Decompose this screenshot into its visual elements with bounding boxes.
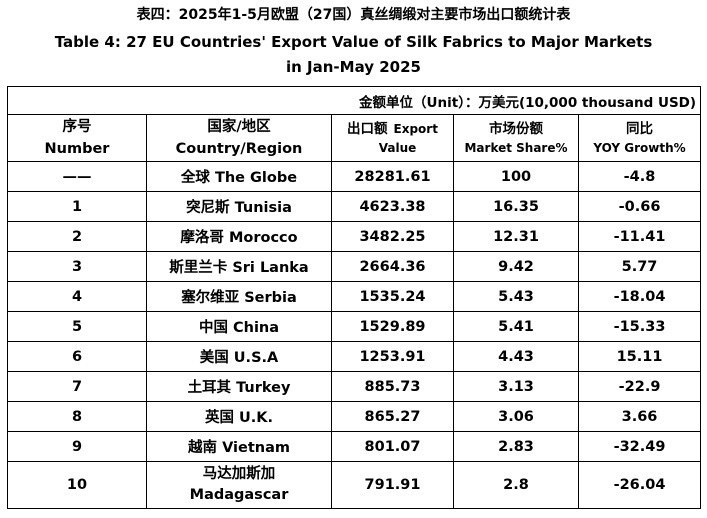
cell-growth: -22.9 [577,371,702,402]
header-number-zh: 序号 [62,119,92,135]
export-table: 金额单位（Unit）：万美元(10,000 thousand USD) 序号 N… [6,86,702,509]
table-row: 6 美国 U.S.A 1253.91 4.43 15.11 [7,341,702,372]
cell-country: 中国 China [146,311,332,342]
cell-growth: 3.66 [577,401,702,432]
cell-growth: -18.04 [577,281,702,312]
cell-number: 7 [7,371,147,402]
cell-share: 3.06 [453,401,579,432]
cell-growth: 5.77 [577,251,702,282]
cell-country-zh: 马达加斯加 [202,466,276,482]
table-row: 1 突尼斯 Tunisia 4623.38 16.35 -0.66 [7,191,702,222]
table-row: 2 摩洛哥 Morocco 3482.25 12.31 -11.41 [7,221,702,252]
cell-export: 865.27 [331,401,454,432]
unit-row: 金额单位（Unit）：万美元(10,000 thousand USD) [6,86,702,115]
cell-export: 4623.38 [331,191,454,222]
cell-export: 3482.25 [331,221,454,252]
header-growth-zh: 同比 [626,120,654,137]
cell-growth: -0.66 [577,191,702,222]
header-number: 序号 Number [7,114,147,162]
cell-number: 4 [7,281,147,312]
header-number-en: Number [44,141,110,157]
cell-export: 1253.91 [331,341,454,372]
cell-export: 1535.24 [331,281,454,312]
table-row: 3 斯里兰卡 Sri Lanka 2664.36 9.42 5.77 [7,251,702,282]
header-export-line1: 出口额 Export [333,119,453,139]
cell-growth: -11.41 [577,221,702,252]
cell-export: 885.73 [331,371,454,402]
cell-country: 斯里兰卡 Sri Lanka [146,251,332,282]
cell-country: 突尼斯 Tunisia [146,191,332,222]
cell-country: 美国 U.S.A [146,341,332,372]
cell-export: 791.91 [331,461,454,509]
cell-country: 全球 The Globe [146,161,332,192]
header-country: 国家/地区 Country/Region [146,114,332,162]
cell-country: 英国 U.K. [146,401,332,432]
table-row: 9 越南 Vietnam 801.07 2.83 -32.49 [7,431,702,462]
header-export-en2: Value [378,141,417,155]
table-row: —— 全球 The Globe 28281.61 100 -4.8 [7,161,702,192]
cell-export: 28281.61 [331,161,454,192]
table-row: 8 英国 U.K. 865.27 3.06 3.66 [7,401,702,432]
header-growth: 同比 YOY Growth% [577,114,702,162]
cell-share: 12.31 [453,221,579,252]
cell-growth: -26.04 [577,461,702,509]
cell-growth: -32.49 [577,431,702,462]
cell-share: 9.42 [453,251,579,282]
cell-export: 2664.36 [331,251,454,282]
header-share: 市场份额 Market Share% [453,114,579,162]
cell-growth: -15.33 [577,311,702,342]
cell-number: 10 [7,461,147,509]
cell-export: 1529.89 [331,311,454,342]
header-export-zh: 出口额 [347,121,388,137]
header-share-zh: 市场份额 [489,120,543,137]
cell-share: 100 [453,161,579,192]
cell-number: —— [7,161,147,192]
table-row: 4 塞尔维亚 Serbia 1535.24 5.43 -18.04 [7,281,702,312]
unit-label: 金额单位（Unit）：万美元(10,000 thousand USD) [6,86,702,115]
cell-share: 5.41 [453,311,579,342]
cell-country-en: Madagascar [189,487,289,503]
header-export-en1: Export [393,122,438,136]
cell-number: 1 [7,191,147,222]
cell-country: 土耳其 Turkey [146,371,332,402]
cell-number: 5 [7,311,147,342]
table-row: 5 中国 China 1529.89 5.41 -15.33 [7,311,702,342]
header-row: 序号 Number 国家/地区 Country/Region 出口额 Export… [7,114,702,162]
header-country-en: Country/Region [175,141,303,157]
cell-country: 塞尔维亚 Serbia [146,281,332,312]
cell-number: 8 [7,401,147,432]
title-english-line1: Table 4: 27 EU Countries' Export Value o… [54,33,653,51]
title-english-line2: in Jan-May 2025 [286,58,421,76]
cell-number: 2 [7,221,147,252]
header-country-zh: 国家/地区 [207,119,271,135]
cell-number: 6 [7,341,147,372]
cell-number: 9 [7,431,147,462]
table-row: 7 土耳其 Turkey 885.73 3.13 -22.9 [7,371,702,402]
cell-growth: -4.8 [577,161,702,192]
header-export: 出口额 Export Value [331,114,454,162]
cell-country: 越南 Vietnam [146,431,332,462]
cell-export: 801.07 [331,431,454,462]
cell-share: 5.43 [453,281,579,312]
cell-share: 4.43 [453,341,579,372]
cell-share: 3.13 [453,371,579,402]
header-growth-en: YOY Growth% [593,140,686,155]
header-share-en: Market Share% [464,140,568,155]
table-row: 10 马达加斯加 Madagascar 791.91 2.8 -26.04 [7,461,702,509]
cell-number: 3 [7,251,147,282]
cell-share: 2.8 [453,461,579,509]
title-chinese: 表四：2025年1-5月欧盟（27国）真丝绸缎对主要市场出口额统计表 [136,7,571,23]
cell-country: 马达加斯加 Madagascar [146,461,332,509]
cell-country: 摩洛哥 Morocco [146,221,332,252]
cell-share: 16.35 [453,191,579,222]
cell-share: 2.83 [453,431,579,462]
cell-growth: 15.11 [577,341,702,372]
